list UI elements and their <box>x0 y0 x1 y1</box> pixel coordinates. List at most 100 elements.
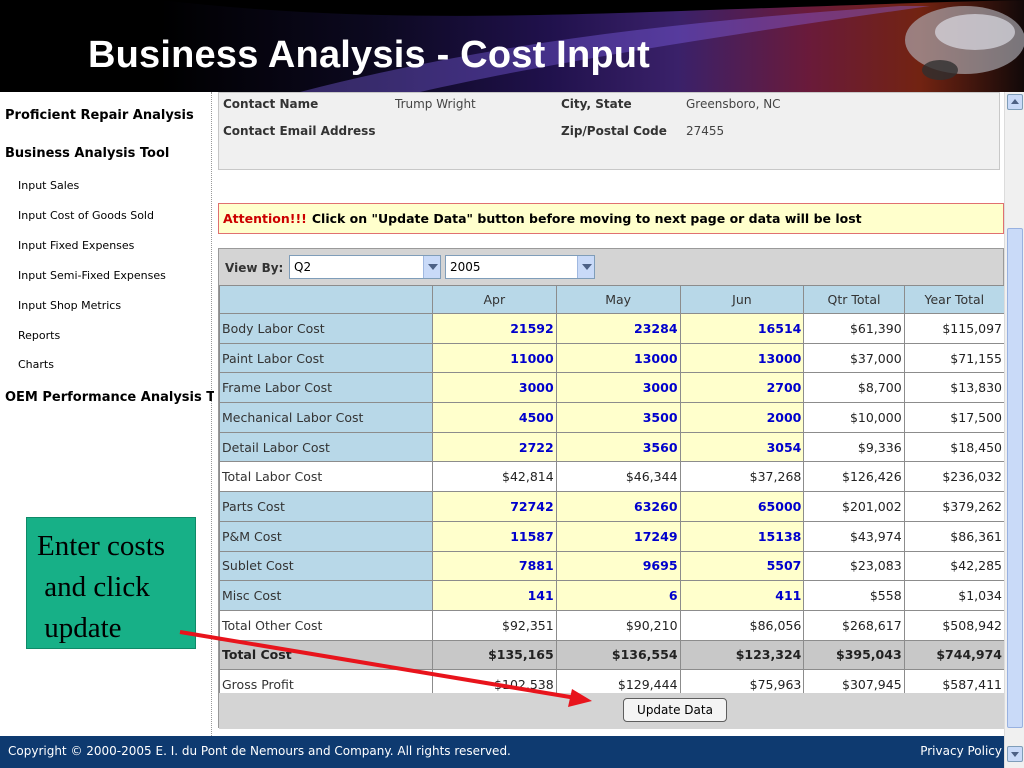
cost-input-cell[interactable]: 17249 <box>555 520 681 552</box>
column-header-apr: Apr <box>431 285 557 314</box>
total-cell: $135,165 <box>431 639 557 671</box>
row-label: Detail Labor Cost <box>219 431 433 463</box>
subtotal-cell: $86,056 <box>679 609 805 641</box>
scrollbar-thumb[interactable] <box>1007 228 1023 728</box>
city-state-label: City, State <box>561 97 632 111</box>
cost-input-cell[interactable]: 16514 <box>679 313 805 344</box>
column-header-may: May <box>555 285 681 314</box>
table-row: Paint Labor Cost 11000 13000 13000 $37,0… <box>219 342 1006 374</box>
cost-input-cell[interactable]: 411 <box>679 580 805 611</box>
sidebar-heading-proficient-repair[interactable]: Proficient Repair Analysis <box>5 108 194 123</box>
year-total-cell: $42,285 <box>903 550 1006 582</box>
qtr-total-cell: $268,617 <box>803 609 905 641</box>
qtr-total-cell: $126,426 <box>803 461 905 493</box>
total-cell: $123,324 <box>679 639 805 671</box>
year-total-cell: $236,032 <box>903 461 1006 493</box>
year-total-cell: $86,361 <box>903 520 1006 552</box>
cost-input-cell[interactable]: 2000 <box>679 402 805 433</box>
contact-info-panel: Contact Name Trump Wright Contact Email … <box>218 92 1000 170</box>
privacy-policy-link[interactable]: Privacy Policy <box>920 744 1002 758</box>
subtotal-cell: $37,268 <box>679 461 805 493</box>
cost-input-cell[interactable]: 11000 <box>431 342 557 374</box>
subtotal-cell: $46,344 <box>555 461 681 493</box>
cost-input-cell[interactable]: 13000 <box>555 342 681 374</box>
sidebar-heading-business-analysis[interactable]: Business Analysis Tool <box>5 146 170 161</box>
column-header-jun: Jun <box>679 285 805 314</box>
row-label: Total Cost <box>219 639 433 671</box>
subtotal-cell: $92,351 <box>431 609 557 641</box>
cost-input-cell[interactable]: 15138 <box>679 520 805 552</box>
column-header <box>219 285 433 314</box>
scroll-down-icon[interactable] <box>1007 746 1023 762</box>
cost-input-grid: View By: Q2 2005 Apr May Jun Qtr Total Y… <box>218 248 1006 729</box>
chevron-down-icon[interactable] <box>577 256 594 278</box>
sidebar-item-input-cogs[interactable]: Input Cost of Goods Sold <box>18 209 154 222</box>
vertical-scrollbar[interactable] <box>1004 92 1024 768</box>
row-label: Mechanical Labor Cost <box>219 402 433 433</box>
sidebar-item-reports[interactable]: Reports <box>18 329 61 342</box>
cost-input-cell[interactable]: 2700 <box>679 372 805 404</box>
row-label: Total Other Cost <box>219 609 433 641</box>
banner-swoosh-graphic <box>0 0 1024 92</box>
footer: Copyright © 2000-2005 E. I. du Pont de N… <box>0 736 1004 768</box>
cost-input-cell[interactable]: 65000 <box>679 491 805 522</box>
row-label: Total Labor Cost <box>219 461 433 493</box>
period-select-value: Q2 <box>294 260 312 274</box>
scroll-up-icon[interactable] <box>1007 94 1023 110</box>
cost-input-cell[interactable]: 5507 <box>679 550 805 582</box>
subtotal-cell: $42,814 <box>431 461 557 493</box>
cost-input-cell[interactable]: 2722 <box>431 431 557 463</box>
table-row: Detail Labor Cost 2722 3560 3054 $9,336 … <box>219 431 1006 463</box>
qtr-total-cell: $201,002 <box>803 491 905 522</box>
contact-name-value: Trump Wright <box>395 97 476 111</box>
cost-table: Apr May Jun Qtr Total Year Total Body La… <box>219 285 1006 700</box>
table-row: Misc Cost 141 6 411 $558 $1,034 <box>219 580 1006 611</box>
sidebar-item-input-semi-fixed-expenses[interactable]: Input Semi-Fixed Expenses <box>18 269 166 282</box>
cost-input-cell[interactable]: 3560 <box>555 431 681 463</box>
year-total-cell: $1,034 <box>903 580 1006 611</box>
chevron-down-icon[interactable] <box>423 256 440 278</box>
cost-input-cell[interactable]: 63260 <box>555 491 681 522</box>
cost-input-cell[interactable]: 3054 <box>679 431 805 463</box>
qtr-total-cell: $558 <box>803 580 905 611</box>
sidebar-item-input-sales[interactable]: Input Sales <box>18 179 80 192</box>
sidebar-item-input-fixed-expenses[interactable]: Input Fixed Expenses <box>18 239 135 252</box>
sidebar-item-input-shop-metrics[interactable]: Input Shop Metrics <box>18 299 122 312</box>
instruction-callout: Enter costs and click update <box>26 517 196 649</box>
cost-input-cell[interactable]: 72742 <box>431 491 557 522</box>
qtr-total-cell: $23,083 <box>803 550 905 582</box>
cost-input-cell[interactable]: 11587 <box>431 520 557 552</box>
sidebar-heading-oem-performance[interactable]: OEM Performance Analysis Tool <box>5 390 236 405</box>
cost-input-cell[interactable]: 3000 <box>555 372 681 404</box>
subtotal-row: Total Labor Cost $42,814 $46,344 $37,268… <box>219 461 1006 493</box>
update-bar: Update Data <box>219 693 1005 729</box>
year-select-value: 2005 <box>450 260 481 274</box>
cost-input-cell[interactable]: 7881 <box>431 550 557 582</box>
attention-prefix: Attention!!! <box>223 211 307 226</box>
period-select[interactable]: Q2 <box>289 255 441 279</box>
table-row: P&M Cost 11587 17249 15138 $43,974 $86,3… <box>219 520 1006 552</box>
cost-input-cell[interactable]: 141 <box>431 580 557 611</box>
cost-input-cell[interactable]: 3000 <box>431 372 557 404</box>
cost-input-cell[interactable]: 23284 <box>555 313 681 344</box>
cost-input-cell[interactable]: 3500 <box>555 402 681 433</box>
qtr-total-cell: $10,000 <box>803 402 905 433</box>
zip-code-value: 27455 <box>686 124 725 138</box>
qtr-total-cell: $8,700 <box>803 372 905 404</box>
cost-input-cell[interactable]: 13000 <box>679 342 805 374</box>
year-select[interactable]: 2005 <box>445 255 595 279</box>
cost-input-cell[interactable]: 4500 <box>431 402 557 433</box>
year-total-cell: $13,830 <box>903 372 1006 404</box>
update-data-button[interactable]: Update Data <box>623 698 727 722</box>
qtr-total-cell: $395,043 <box>803 639 905 671</box>
zip-code-label: Zip/Postal Code <box>561 124 667 138</box>
column-header-year-total: Year Total <box>903 285 1006 314</box>
table-row: Sublet Cost 7881 9695 5507 $23,083 $42,2… <box>219 550 1006 582</box>
cost-input-cell[interactable]: 21592 <box>431 313 557 344</box>
sidebar-item-charts[interactable]: Charts <box>18 358 54 371</box>
year-total-cell: $71,155 <box>903 342 1006 374</box>
cost-input-cell[interactable]: 9695 <box>555 550 681 582</box>
row-label: Body Labor Cost <box>219 313 433 344</box>
qtr-total-cell: $9,336 <box>803 431 905 463</box>
cost-input-cell[interactable]: 6 <box>555 580 681 611</box>
